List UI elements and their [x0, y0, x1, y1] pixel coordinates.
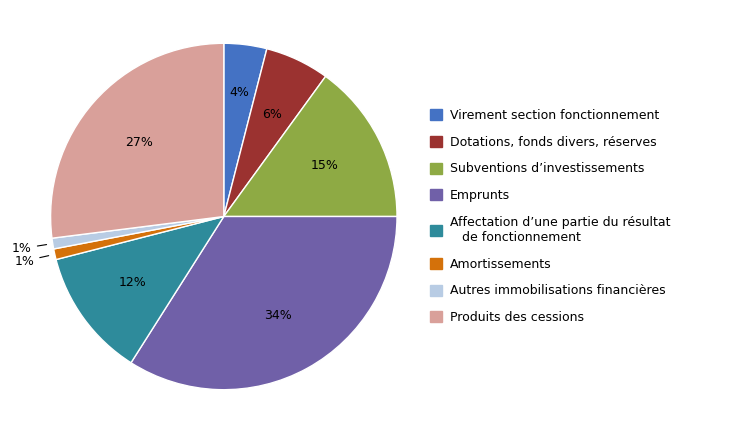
Wedge shape [51, 43, 224, 238]
Wedge shape [131, 216, 397, 390]
Legend: Virement section fonctionnement, Dotations, fonds divers, réserves, Subventions : Virement section fonctionnement, Dotatio… [423, 103, 677, 330]
Wedge shape [56, 216, 224, 363]
Text: 34%: 34% [264, 309, 292, 322]
Wedge shape [224, 43, 267, 217]
Wedge shape [54, 216, 224, 259]
Wedge shape [52, 216, 224, 249]
Text: 12%: 12% [119, 276, 147, 289]
Text: 1%: 1% [12, 242, 46, 255]
Wedge shape [224, 49, 325, 216]
Wedge shape [224, 76, 397, 216]
Text: 27%: 27% [125, 136, 153, 149]
Text: 6%: 6% [262, 108, 282, 121]
Text: 15%: 15% [310, 159, 338, 172]
Text: 1%: 1% [14, 255, 48, 268]
Text: 4%: 4% [230, 86, 249, 99]
